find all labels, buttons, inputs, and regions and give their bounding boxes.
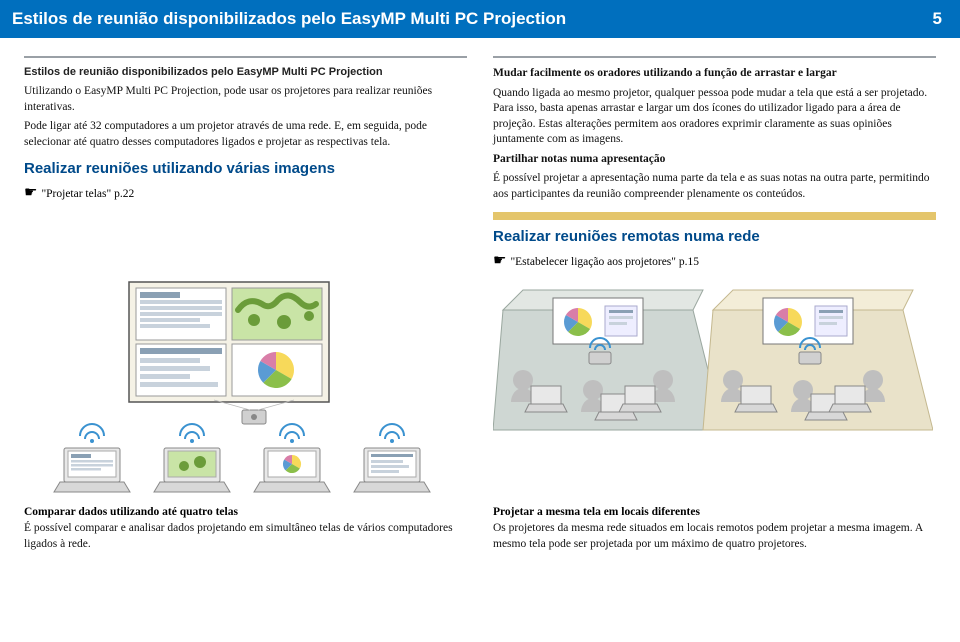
- section1-title: Realizar reuniões utilizando várias imag…: [24, 160, 467, 177]
- bottom-right-h: Projetar a mesma tela em locais diferent…: [493, 506, 936, 518]
- illustration-right: [493, 280, 936, 500]
- pointing-hand-icon: ☛: [493, 253, 506, 269]
- content-columns: Estilos de reunião disponibilizados pelo…: [0, 38, 960, 270]
- section2-title: Realizar reuniões remotas numa rede: [493, 228, 936, 245]
- projector-multiscreen-diagram: [24, 280, 464, 500]
- bottom-left-h: Comparar dados utilizando até quatro tel…: [24, 506, 467, 518]
- right-body: Mudar facilmente os oradores utilizando …: [493, 66, 936, 202]
- right-p1: Quando ligada ao mesmo projetor, qualque…: [493, 86, 936, 148]
- right-h2: Partilhar notas numa apresentação: [493, 153, 665, 165]
- yellow-rule: [493, 212, 936, 220]
- ref-projetar-telas[interactable]: ☛ "Projetar telas" p.22: [24, 183, 467, 202]
- right-p2: É possível projetar a apresentação numa …: [493, 171, 936, 202]
- ref1-text: "Projetar telas" p.22: [41, 188, 134, 200]
- illustration-left: [24, 280, 467, 500]
- ref-estabelecer-ligacao[interactable]: ☛ "Estabelecer ligação aos projetores" p.…: [493, 251, 936, 270]
- bottom-right: Projetar a mesma tela em locais diferent…: [493, 506, 936, 552]
- bottom-left: Comparar dados utilizando até quatro tel…: [24, 506, 467, 552]
- left-subheader: Estilos de reunião disponibilizados pelo…: [24, 66, 467, 78]
- left-p1: Utilizando o EasyMP Multi PC Projection,…: [24, 84, 467, 115]
- page-number: 5: [933, 9, 942, 29]
- illustrations-row: [0, 270, 960, 500]
- page-title: Estilos de reunião disponibilizados pelo…: [12, 9, 566, 29]
- left-p2: Pode ligar até 32 computadores a um proj…: [24, 119, 467, 150]
- page-header: Estilos de reunião disponibilizados pelo…: [0, 0, 960, 38]
- top-rule-left: [24, 56, 467, 58]
- left-column: Estilos de reunião disponibilizados pelo…: [24, 56, 467, 270]
- pointing-hand-icon: ☛: [24, 185, 37, 201]
- bottom-left-p: É possível comparar e analisar dados pro…: [24, 521, 467, 552]
- top-rule-right: [493, 56, 936, 58]
- right-h1: Mudar facilmente os oradores utilizando …: [493, 67, 837, 79]
- bottom-right-p: Os projetores da mesma rede situados em …: [493, 521, 936, 552]
- bottom-row: Comparar dados utilizando até quatro tel…: [0, 500, 960, 552]
- right-column: Mudar facilmente os oradores utilizando …: [493, 56, 936, 270]
- left-body: Utilizando o EasyMP Multi PC Projection,…: [24, 84, 467, 150]
- ref2-text: "Estabelecer ligação aos projetores" p.1…: [510, 256, 699, 268]
- remote-meeting-diagram: [493, 280, 933, 500]
